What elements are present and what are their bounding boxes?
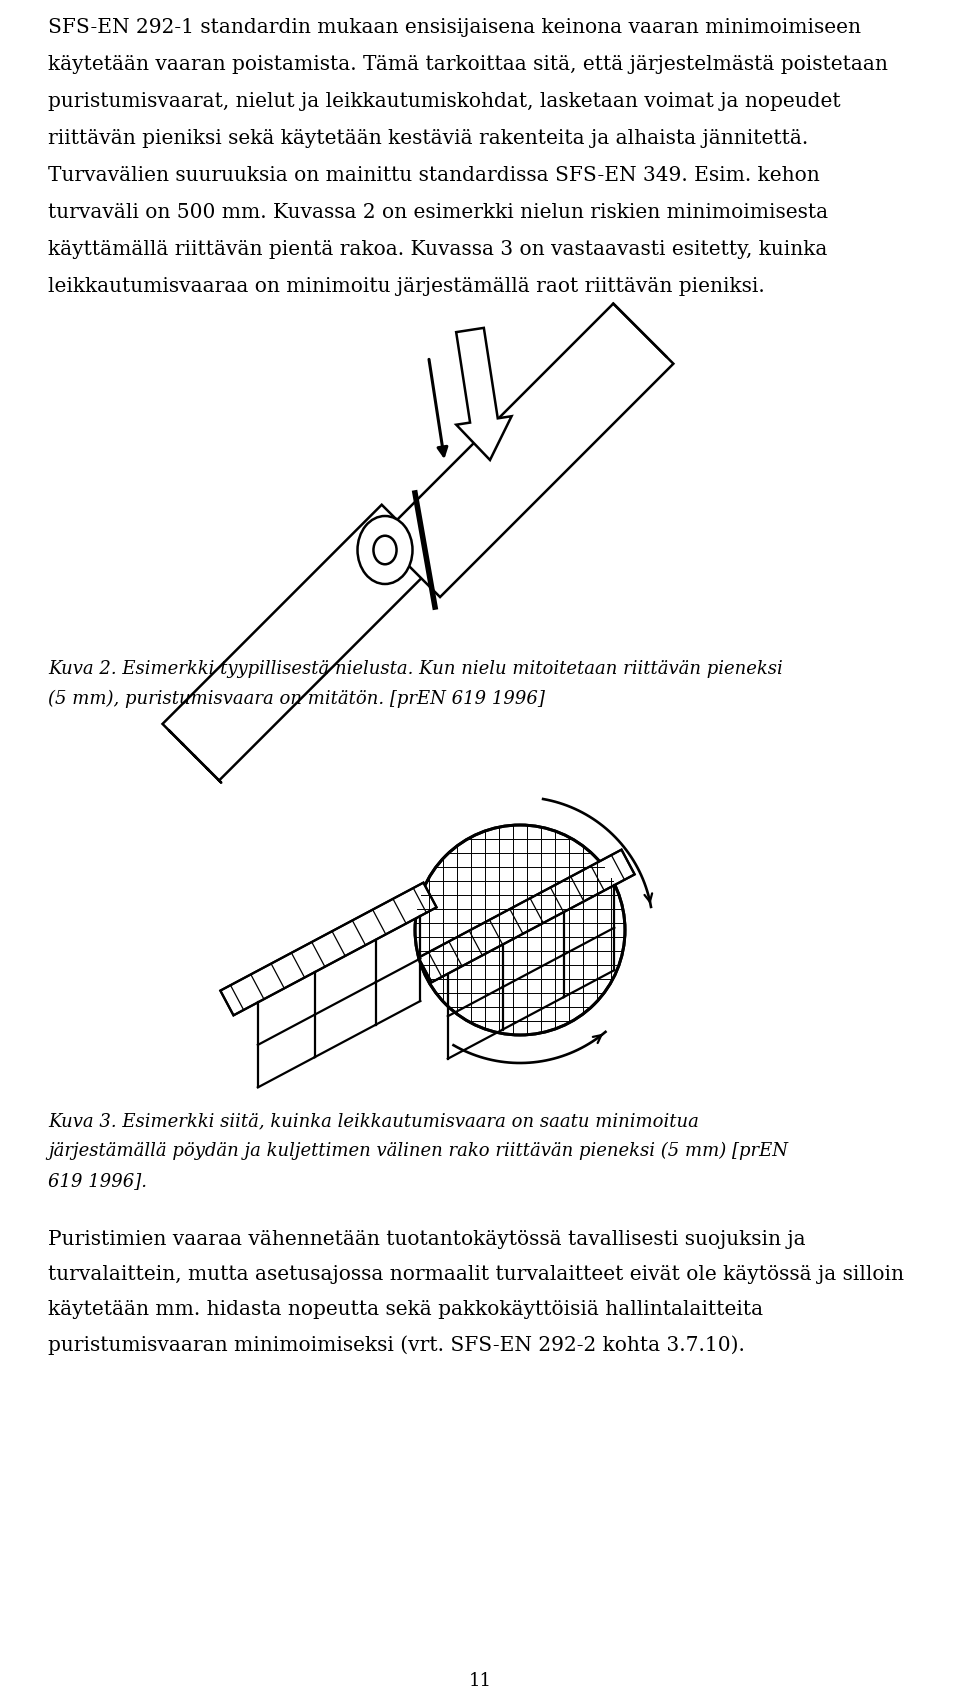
Polygon shape (380, 303, 673, 596)
Text: käyttämällä riittävän pientä rakoa. Kuvassa 3 on vastaavasti esitetty, kuinka: käyttämällä riittävän pientä rakoa. Kuva… (48, 240, 828, 259)
Text: turvaväli on 500 mm. Kuvassa 2 on esimerkki nielun riskien minimoimisesta: turvaväli on 500 mm. Kuvassa 2 on esimer… (48, 203, 828, 222)
Text: SFS-EN 292-1 standardin mukaan ensisijaisena keinona vaaran minimoimiseen: SFS-EN 292-1 standardin mukaan ensisijai… (48, 19, 861, 37)
Ellipse shape (373, 535, 396, 564)
Polygon shape (456, 327, 512, 460)
Ellipse shape (357, 516, 413, 584)
Text: käytetään vaaran poistamista. Tämä tarkoittaa sitä, että järjestelmästä poisteta: käytetään vaaran poistamista. Tämä tarko… (48, 55, 888, 73)
Polygon shape (221, 883, 437, 1016)
Polygon shape (419, 850, 635, 983)
Text: 11: 11 (468, 1672, 492, 1690)
Text: leikkautumisvaaraa on minimoitu järjestämällä raot riittävän pieniksi.: leikkautumisvaaraa on minimoitu järjestä… (48, 278, 765, 296)
Text: Kuva 2. Esimerkki tyypillisestä nielusta. Kun nielu mitoitetaan riittävän pienek: Kuva 2. Esimerkki tyypillisestä nielusta… (48, 659, 782, 678)
Text: järjestämällä pöydän ja kuljettimen välinen rako riittävän pieneksi (5 mm) [prEN: järjestämällä pöydän ja kuljettimen väli… (48, 1142, 788, 1160)
Text: puristumisvaaran minimoimiseksi (vrt. SFS-EN 292-2 kohta 3.7.10).: puristumisvaaran minimoimiseksi (vrt. SF… (48, 1334, 745, 1355)
Ellipse shape (373, 535, 396, 564)
Text: Turvavälien suuruuksia on mainittu standardissa SFS-EN 349. Esim. kehon: Turvavälien suuruuksia on mainittu stand… (48, 165, 820, 186)
Circle shape (415, 825, 625, 1034)
Text: 619 1996].: 619 1996]. (48, 1172, 147, 1189)
Ellipse shape (357, 516, 413, 584)
Text: turvalaittein, mutta asetusajossa normaalit turvalaitteet eivät ole käytössä ja : turvalaittein, mutta asetusajossa normaa… (48, 1264, 904, 1285)
Text: (5 mm), puristumisvaara on mitätön. [prEN 619 1996]: (5 mm), puristumisvaara on mitätön. [prE… (48, 690, 545, 709)
Polygon shape (162, 504, 439, 780)
Text: Kuva 3. Esimerkki siitä, kuinka leikkautumisvaara on saatu minimoitua: Kuva 3. Esimerkki siitä, kuinka leikkaut… (48, 1113, 699, 1130)
Text: puristumisvaarat, nielut ja leikkautumiskohdat, lasketaan voimat ja nopeudet: puristumisvaarat, nielut ja leikkautumis… (48, 92, 841, 111)
Text: käytetään mm. hidasta nopeutta sekä pakkokäyttöisiä hallintalaitteita: käytetään mm. hidasta nopeutta sekä pakk… (48, 1300, 763, 1319)
Text: Puristimien vaaraa vähennetään tuotantokäytössä tavallisesti suojuksin ja: Puristimien vaaraa vähennetään tuotantok… (48, 1230, 805, 1249)
Text: riittävän pieniksi sekä käytetään kestäviä rakenteita ja alhaista jännitettä.: riittävän pieniksi sekä käytetään kestäv… (48, 130, 808, 148)
